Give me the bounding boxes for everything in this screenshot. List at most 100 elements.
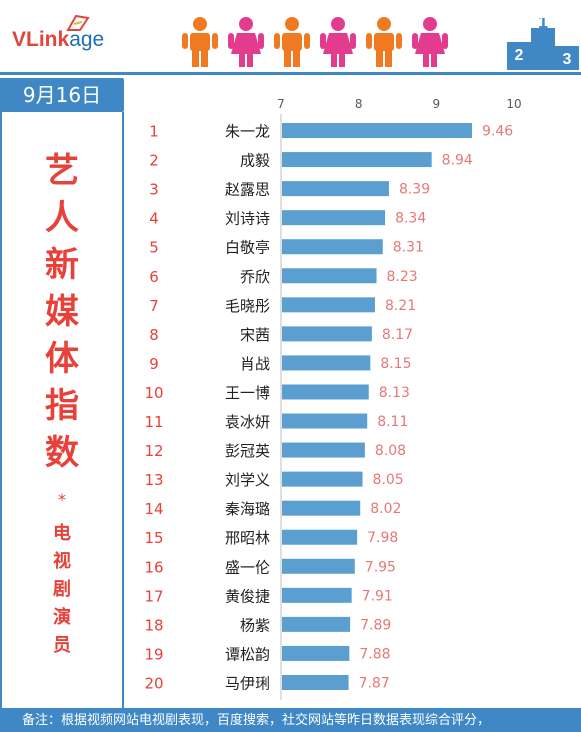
rank-label: 19 <box>144 645 163 663</box>
side-title-char: 数 <box>45 433 79 473</box>
bar <box>282 239 383 255</box>
data-label: 7.95 <box>365 559 396 575</box>
bar <box>282 558 355 574</box>
svg-text:2: 2 <box>515 47 524 64</box>
x-tick-label: 8 <box>355 97 363 111</box>
data-label: 8.17 <box>382 327 413 343</box>
bar <box>282 587 352 603</box>
category-label: 马伊琍 <box>225 674 270 692</box>
data-label: 8.05 <box>373 472 404 488</box>
data-label: 8.13 <box>379 385 410 401</box>
data-label: 8.15 <box>380 356 411 372</box>
data-label: 8.11 <box>377 414 408 430</box>
date-badge: 9月16日 <box>0 78 124 112</box>
brand-name-part1: VLink <box>12 28 70 51</box>
bar <box>282 674 349 690</box>
bar <box>282 152 432 168</box>
data-label: 7.88 <box>359 646 390 662</box>
bar <box>282 500 361 516</box>
category-label: 朱一龙 <box>225 123 270 141</box>
side-subtitle-char: 视 <box>53 551 71 572</box>
category-label: 赵露思 <box>225 181 270 199</box>
rank-label: 18 <box>144 616 163 634</box>
bar <box>282 181 389 197</box>
brand-logo: VLinkage <box>12 28 104 52</box>
category-label: 盛一伦 <box>225 558 270 576</box>
side-star: * <box>58 490 66 509</box>
data-label: 8.23 <box>387 269 418 285</box>
rank-label: 11 <box>144 413 163 431</box>
rank-label: 5 <box>149 239 159 257</box>
person-male-icon <box>182 17 218 67</box>
data-label: 8.34 <box>395 211 426 227</box>
footer-note: 备注：根据视频网站电视剧表现，百度搜索，社交网站等昨日数据表现综合评分， <box>0 708 581 732</box>
category-label: 邢昭林 <box>225 529 270 547</box>
data-label: 7.98 <box>367 530 398 546</box>
rank-label: 14 <box>144 500 163 518</box>
rank-label: 4 <box>149 210 159 228</box>
data-label: 8.02 <box>370 501 401 517</box>
bar <box>282 210 386 226</box>
data-label: 8.94 <box>442 153 473 169</box>
rank-label: 13 <box>144 471 163 489</box>
svg-text:1: 1 <box>538 18 548 32</box>
side-title-char: 新 <box>45 245 79 285</box>
rank-label: 1 <box>149 123 159 141</box>
data-label: 9.46 <box>482 124 513 140</box>
header-rule <box>0 72 581 75</box>
category-label: 白敬亭 <box>225 239 270 257</box>
bar <box>282 355 371 371</box>
data-label: 7.91 <box>362 588 393 604</box>
data-label: 7.89 <box>360 617 391 633</box>
person-female-icon <box>228 17 264 67</box>
person-female-icon <box>412 17 448 67</box>
x-tick-label: 10 <box>506 97 521 111</box>
category-label: 秦海璐 <box>225 500 270 518</box>
rank-label: 16 <box>144 558 163 576</box>
x-tick-label: 7 <box>277 97 285 111</box>
category-label: 袁冰妍 <box>225 413 270 431</box>
bar <box>282 268 377 284</box>
x-tick-label: 9 <box>433 97 441 111</box>
data-label: 8.31 <box>393 240 424 256</box>
rank-label: 9 <box>149 355 159 373</box>
side-subtitle-char: 剧 <box>53 579 71 600</box>
rank-label: 17 <box>144 587 163 605</box>
person-male-icon <box>366 17 402 67</box>
data-label: 8.21 <box>385 298 416 314</box>
rank-label: 15 <box>144 529 163 547</box>
side-subtitle-char: 演 <box>53 607 71 628</box>
category-label: 黄俊捷 <box>225 587 270 605</box>
data-label: 8.39 <box>399 182 430 198</box>
rank-label: 20 <box>144 674 163 692</box>
brand-name-part2: age <box>69 28 105 51</box>
bar <box>282 123 473 139</box>
data-label: 7.87 <box>359 675 390 691</box>
person-male-icon <box>274 17 310 67</box>
category-label: 王一博 <box>225 384 270 402</box>
side-subtitle: 电 视 剧 演 员 <box>0 520 124 660</box>
side-title-char: 艺 <box>45 151 79 191</box>
logo-mark-icon <box>66 14 90 31</box>
bar <box>282 616 351 632</box>
side-subtitle-char: 员 <box>53 635 71 656</box>
svg-text:3: 3 <box>563 51 572 68</box>
bar <box>282 442 365 458</box>
side-title-char: 媒 <box>45 292 79 332</box>
side-panel <box>0 112 124 708</box>
data-label: 8.08 <box>375 443 406 459</box>
side-title-char: 指 <box>45 386 79 426</box>
bar <box>282 326 372 342</box>
bar <box>282 297 375 313</box>
side-title-char: 人 <box>45 198 79 238</box>
rank-label: 6 <box>149 268 159 286</box>
person-female-icon <box>320 17 356 67</box>
category-label: 彭冠英 <box>225 442 270 460</box>
rank-label: 12 <box>144 442 163 460</box>
bar <box>282 471 363 487</box>
category-label: 成毅 <box>240 152 270 170</box>
rank-label: 2 <box>149 152 159 170</box>
category-label: 宋茜 <box>240 326 270 344</box>
category-label: 肖战 <box>240 355 270 373</box>
bar <box>282 529 358 545</box>
